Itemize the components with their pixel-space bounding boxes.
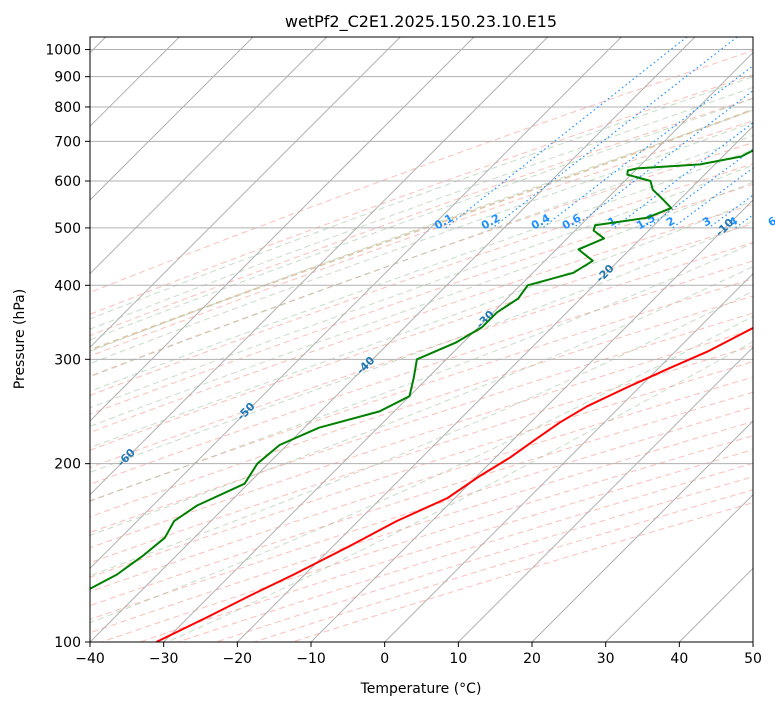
mixing-ratio-label: 6 xyxy=(766,214,775,229)
y-axis-ticks: 1000 900 800 700 600 500 400 300 200 100 xyxy=(45,43,90,651)
y-tick-label: 100 xyxy=(54,635,81,651)
y-tick-label: 200 xyxy=(54,457,81,473)
x-tick-label: −40 xyxy=(75,651,105,667)
isotherm-line xyxy=(236,125,753,642)
dry-adiabat-line xyxy=(90,361,753,578)
x-tick-label: 10 xyxy=(449,651,467,667)
y-tick-label: 300 xyxy=(54,352,81,368)
isotherm-line xyxy=(605,493,753,642)
x-axis-ticks: −40 −30 −20 −10 0 10 20 30 40 50 xyxy=(75,642,762,667)
y-tick-label: 800 xyxy=(54,100,81,116)
mixing-ratio-line xyxy=(647,148,753,229)
dry-adiabat-line xyxy=(90,97,753,337)
y-tick-label: 600 xyxy=(54,174,81,190)
isotherm-line xyxy=(90,37,401,349)
mixing-ratio-line xyxy=(672,167,753,229)
x-tick-label: 50 xyxy=(744,651,762,667)
dry-adiabat-line xyxy=(90,329,753,549)
y-axis-label: Pressure (hPa) xyxy=(12,289,28,389)
chart-title: wetPf2_C2E1.2025.150.23.10.E15 xyxy=(285,12,557,32)
x-tick-label: −30 xyxy=(149,651,179,667)
profiles xyxy=(90,149,753,642)
isotherm-line xyxy=(90,37,696,642)
moist-adiabat-line xyxy=(90,290,753,577)
dry-adiabat-line xyxy=(90,142,753,377)
isotherm-line xyxy=(531,420,753,642)
isotherm-line xyxy=(90,37,254,201)
moist-adiabat-line xyxy=(90,266,753,536)
dry-adiabat-line xyxy=(90,278,753,502)
y-tick-label: 700 xyxy=(54,134,81,150)
y-tick-label: 900 xyxy=(54,70,81,86)
isotherm-line xyxy=(90,37,622,570)
moist-adiabat-line xyxy=(90,164,753,409)
x-tick-label: 0 xyxy=(380,651,389,667)
x-tick-label: −10 xyxy=(296,651,326,667)
y-tick-label: 500 xyxy=(54,221,81,237)
x-tick-label: 40 xyxy=(670,651,688,667)
isotherm-line xyxy=(90,37,549,496)
x-tick-label: −20 xyxy=(223,651,253,667)
y-tick-label: 400 xyxy=(54,278,81,294)
moist-adiabat-line xyxy=(90,181,753,427)
dry-adiabat-line xyxy=(90,163,753,396)
isotherm-line xyxy=(163,51,753,642)
dry-adiabat-line xyxy=(90,391,753,607)
isotherm-line xyxy=(90,37,328,275)
background-lines xyxy=(90,37,753,642)
mixing-ratio-line xyxy=(445,37,688,229)
moist-adiabat-line xyxy=(90,242,753,502)
dry-adiabat-line xyxy=(90,74,753,315)
plot-frame xyxy=(89,36,754,643)
x-tick-label: 20 xyxy=(523,651,541,667)
wet-bulb-zero-line xyxy=(90,108,753,352)
mixing-ratio-line xyxy=(492,37,738,229)
dry-adiabat-line xyxy=(90,223,753,451)
isotherm-line xyxy=(384,272,753,642)
y-tick-label: 1000 xyxy=(45,43,81,59)
moist-adiabat-line xyxy=(90,220,753,473)
isotherm-line xyxy=(310,199,753,642)
x-tick-label: 30 xyxy=(597,651,615,667)
mixing-ratio-line xyxy=(572,89,753,229)
moist-adiabat-line xyxy=(90,76,753,320)
moist-adiabat-line xyxy=(90,86,753,330)
isotherm-line xyxy=(457,346,753,642)
isotherm-line xyxy=(90,37,475,422)
dewpoint-profile-line xyxy=(90,149,753,590)
x-axis-label: Temperature (°C) xyxy=(360,681,482,697)
moist-adiabat-line xyxy=(90,315,753,624)
moist-adiabat-line xyxy=(90,97,753,341)
dry-adiabat-line xyxy=(90,312,753,534)
temperature-profile-line xyxy=(155,326,753,642)
dry-adiabat-line xyxy=(90,50,753,293)
